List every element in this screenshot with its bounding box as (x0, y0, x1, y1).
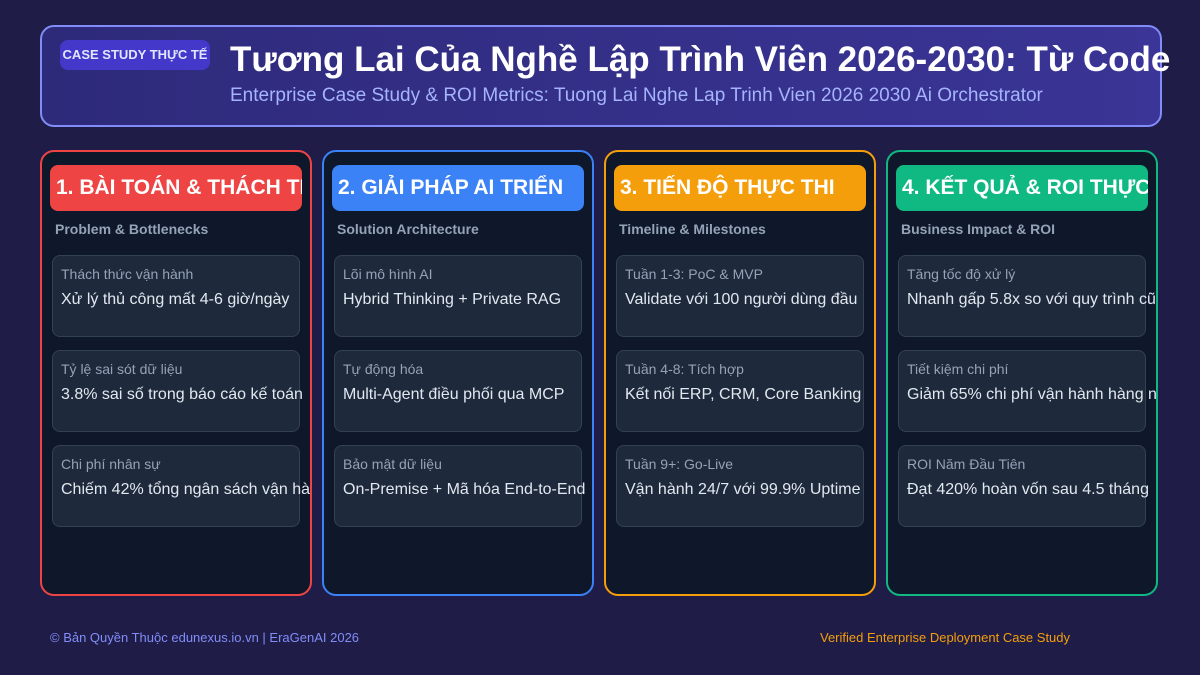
metric-card: ROI Năm Đầu Tiên Đạt 420% hoàn vốn sau 4.… (898, 445, 1149, 527)
badge: CASE STUDY THỰC TẾ (60, 40, 210, 70)
card-label: Tiết kiệm chi phí (907, 361, 1009, 377)
column-heading: 1. BÀI TOÁN & THÁCH TH (50, 165, 302, 211)
subtitle: Enterprise Case Study & ROI Metrics: Tuo… (230, 85, 1043, 106)
card-label: Tuần 4-8: Tích hợp (625, 361, 744, 377)
card-label: Tăng tốc độ xử lý (907, 266, 1016, 282)
card-text: Đạt 420% hoàn vốn sau 4.5 tháng (907, 481, 1149, 498)
column-subheading: Problem & Bottlenecks (55, 221, 209, 237)
metric-card: Lõi mô hình AI Hybrid Thinking + Private … (334, 255, 582, 337)
card-label: Lõi mô hình AI (343, 266, 433, 282)
metric-card: Chi phí nhân sự Chiếm 42% tổng ngân sách … (52, 445, 310, 527)
column-heading: 3. TIẾN ĐỘ THỰC THI (614, 165, 866, 211)
card-label: Tuần 1-3: PoC & MVP (625, 266, 763, 282)
card-text: 3.8% sai số trong báo cáo kế toán (61, 386, 303, 403)
card-text: Giảm 65% chi phí vận hành hàng năm (907, 386, 1158, 403)
card-text: Kết nối ERP, CRM, Core Banking (625, 386, 862, 403)
card-label: Thách thức vận hành (61, 266, 194, 282)
metric-card: Bảo mật dữ liệu On-Premise + Mã hóa End-t… (334, 445, 586, 527)
column: 4. KẾT QUẢ & ROI THỰC Business Impact & R… (886, 150, 1158, 596)
card-text: Nhanh gấp 5.8x so với quy trình cũ (907, 291, 1156, 308)
card-label: Tỷ lệ sai sót dữ liệu (61, 361, 183, 377)
metric-card: Tự động hóa Multi-Agent điều phối qua MCP (334, 350, 582, 432)
metric-card: Tăng tốc độ xử lý Nhanh gấp 5.8x so với q… (898, 255, 1156, 337)
card-text: On-Premise + Mã hóa End-to-End (343, 481, 586, 498)
card-label: Bảo mật dữ liệu (343, 456, 442, 472)
card-label: Tuần 9+: Go-Live (625, 456, 734, 472)
column-subheading: Business Impact & ROI (901, 221, 1056, 237)
metric-card: Tuần 4-8: Tích hợp Kết nối ERP, CRM, Core… (616, 350, 864, 432)
column-heading: 2. GIẢI PHÁP AI TRIỂN (332, 165, 584, 211)
column-subheading: Timeline & Milestones (619, 221, 766, 237)
footer-right: Verified Enterprise Deployment Case Stud… (820, 630, 1071, 645)
card-label: Chi phí nhân sự (61, 456, 161, 472)
header-box (40, 25, 1162, 127)
metric-card: Thách thức vận hành Xử lý thủ công mất 4-… (52, 255, 300, 337)
column: 2. GIẢI PHÁP AI TRIỂN Solution Architectu… (322, 150, 594, 596)
card-text: Vận hành 24/7 với 99.9% Uptime (625, 481, 861, 498)
card-text: Xử lý thủ công mất 4-6 giờ/ngày (61, 291, 290, 308)
metric-card: Tỷ lệ sai sót dữ liệu 3.8% sai số trong b… (52, 350, 303, 432)
card-text: Chiếm 42% tổng ngân sách vận hành (61, 481, 312, 498)
card-text: Hybrid Thinking + Private RAG (343, 291, 562, 308)
column: 3. TIẾN ĐỘ THỰC THI Timeline & Milestones… (604, 150, 876, 596)
metric-card: Tuần 9+: Go-Live Vận hành 24/7 với 99.9% … (616, 445, 864, 527)
column: 1. BÀI TOÁN & THÁCH TH Problem & Bottlene… (40, 150, 312, 596)
title: Tương Lai Của Nghề Lập Trình Viên 2026-2… (230, 40, 1171, 79)
card-text: Validate với 100 người dùng đầu (625, 291, 858, 308)
footer-left: © Bản Quyền Thuộc edunexus.io.vn | EraGe… (50, 630, 360, 645)
metric-card: Tuần 1-3: PoC & MVP Validate với 100 ngườ… (616, 255, 864, 337)
card-label: Tự động hóa (343, 361, 424, 377)
column-subheading: Solution Architecture (337, 221, 479, 237)
column-heading: 4. KẾT QUẢ & ROI THỰC (896, 165, 1148, 211)
card-label: ROI Năm Đầu Tiên (907, 456, 1026, 472)
metric-card: Tiết kiệm chi phí Giảm 65% chi phí vận hà… (898, 350, 1156, 432)
card-text: Multi-Agent điều phối qua MCP (343, 386, 565, 403)
